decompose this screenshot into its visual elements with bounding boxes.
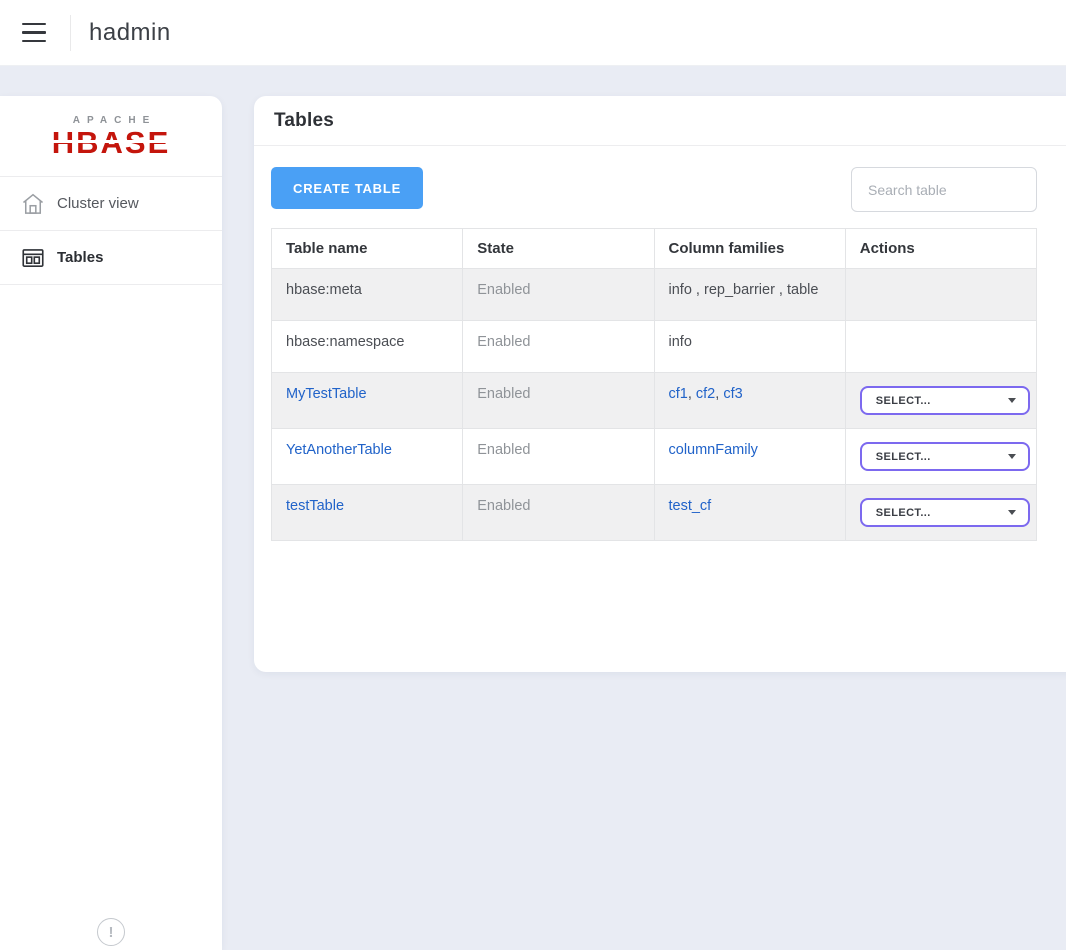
- toolbar: CREATE TABLE: [271, 167, 1037, 212]
- select-label: SELECT...: [875, 506, 931, 519]
- table-name-text: hbase:namespace: [286, 334, 405, 350]
- column-header: Table name: [270, 228, 464, 269]
- column-family-link[interactable]: columnFamily: [668, 442, 758, 458]
- column-family-text: table: [787, 282, 819, 298]
- card-title: Tables: [274, 109, 334, 131]
- actions-cell: [844, 320, 1038, 373]
- table-row: YetAnotherTable Enabled columnFamily SELECT…: [270, 428, 1038, 485]
- table-header-row: Table name State Column families Actions: [270, 228, 1038, 269]
- actions-cell: SELECT...: [844, 484, 1038, 541]
- column-header: Column families: [653, 228, 846, 269]
- column-family-link[interactable]: cf1: [668, 386, 688, 402]
- table-icon: [19, 244, 47, 272]
- tables-card: Tables CREATE TABLE Table nameStateColum…: [254, 96, 1066, 672]
- topbar-divider: [70, 14, 71, 51]
- column-header: State: [462, 228, 655, 269]
- actions-cell: SELECT...: [844, 372, 1038, 429]
- column-family-link[interactable]: cf2: [695, 386, 716, 402]
- state-cell: Enabled: [462, 268, 655, 321]
- table-name-link[interactable]: YetAnotherTable: [286, 442, 392, 458]
- actions-select-dropdown[interactable]: SELECT...: [859, 442, 1030, 471]
- card-header: Tables: [254, 96, 1066, 146]
- column-families-cell: info: [653, 320, 846, 373]
- topbar: hadmin: [0, 0, 1066, 66]
- table-name-cell: hbase:namespace: [270, 320, 464, 373]
- table-name-cell: YetAnotherTable: [270, 428, 464, 485]
- table-row: testTable Enabled test_cf SELECT...: [270, 484, 1038, 541]
- table-name-cell: testTable: [270, 484, 464, 541]
- state-text: Enabled: [477, 282, 531, 298]
- state-text: Enabled: [477, 442, 531, 458]
- select-label: SELECT...: [875, 394, 931, 407]
- tables-table: Table name State Column families Actions hb…: [270, 228, 1038, 541]
- table-row: MyTestTable Enabled cf1, cf2, cf3 SELECT...: [270, 372, 1038, 429]
- column-families-cell: columnFamily: [653, 428, 846, 485]
- state-text: Enabled: [477, 498, 531, 514]
- sidebar-item-label: Cluster view: [57, 195, 139, 212]
- state-cell: Enabled: [462, 428, 655, 485]
- table-name-cell: MyTestTable: [270, 372, 464, 429]
- home-icon: [19, 190, 47, 218]
- table-name-link[interactable]: testTable: [286, 498, 345, 514]
- sidebar-item-cluster-view[interactable]: Cluster view: [0, 177, 222, 231]
- column-family-text: rep_barrier: [703, 282, 775, 298]
- state-text: Enabled: [477, 334, 531, 350]
- chevron-down-icon: [1007, 398, 1016, 403]
- actions-select-dropdown[interactable]: SELECT...: [859, 498, 1030, 527]
- hbase-logo-apache-text: APACHE: [72, 114, 157, 126]
- column-families-cell: info , rep_barrier , table: [653, 268, 846, 321]
- create-table-button[interactable]: CREATE TABLE: [271, 167, 424, 209]
- app-title: hadmin: [89, 18, 171, 46]
- actions-cell: [844, 268, 1038, 321]
- hbase-logo-text: HBASE: [49, 124, 172, 160]
- column-family-text: info: [668, 282, 692, 298]
- table-name-link[interactable]: MyTestTable: [286, 386, 367, 402]
- state-text: Enabled: [477, 386, 531, 402]
- sidebar-item-tables[interactable]: Tables: [0, 231, 222, 285]
- state-cell: Enabled: [462, 372, 655, 429]
- column-family-link[interactable]: cf3: [723, 386, 743, 402]
- sidebar: APACHE HBASE Cluster view Tables !: [0, 96, 222, 950]
- sidebar-footer: !: [0, 918, 222, 946]
- main-area: Tables CREATE TABLE Table nameStateColum…: [254, 96, 1066, 950]
- column-families-cell: cf1, cf2, cf3: [653, 372, 846, 429]
- state-cell: Enabled: [462, 320, 655, 373]
- hbase-logo: APACHE HBASE: [0, 96, 222, 176]
- column-header: Actions: [844, 228, 1038, 269]
- chevron-down-icon: [1007, 454, 1016, 459]
- info-exclamation-icon[interactable]: !: [97, 918, 125, 946]
- table-row: hbase:meta Enabled info , rep_barrier , ta…: [270, 268, 1038, 321]
- chevron-down-icon: [1007, 510, 1016, 515]
- column-family-link[interactable]: test_cf: [668, 498, 712, 514]
- hamburger-menu-icon[interactable]: [22, 22, 46, 43]
- table-name-text: hbase:meta: [286, 282, 362, 298]
- actions-select-dropdown[interactable]: SELECT...: [859, 386, 1030, 415]
- actions-cell: SELECT...: [844, 428, 1038, 485]
- table-row: hbase:namespace Enabled info: [270, 320, 1038, 373]
- search-table-input[interactable]: [851, 167, 1037, 212]
- sidebar-nav: Cluster view Tables: [0, 176, 222, 285]
- select-label: SELECT...: [875, 450, 931, 463]
- sidebar-item-label: Tables: [57, 249, 104, 266]
- column-families-cell: test_cf: [653, 484, 846, 541]
- column-family-text: info: [668, 334, 692, 350]
- state-cell: Enabled: [462, 484, 655, 541]
- table-name-cell: hbase:meta: [270, 268, 464, 321]
